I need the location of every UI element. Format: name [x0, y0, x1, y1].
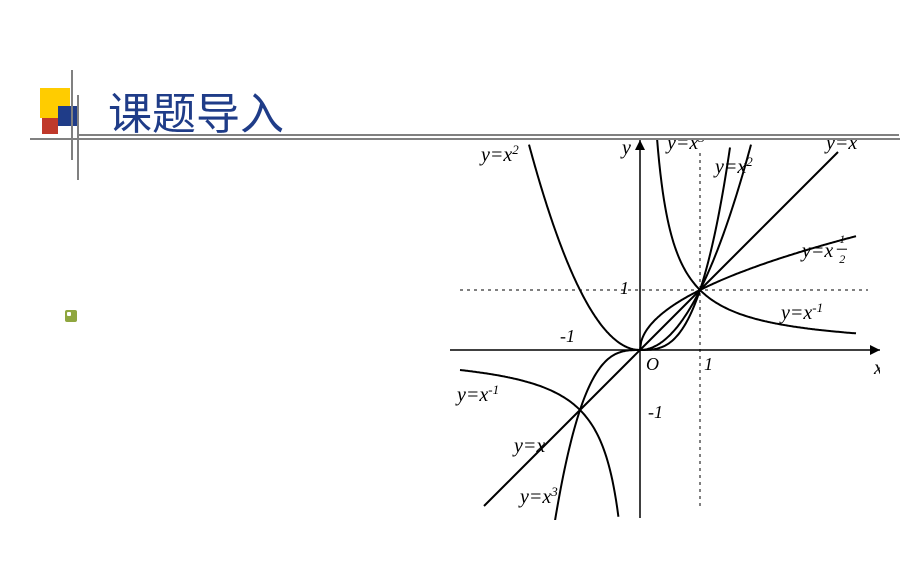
- decor-square-blue: [58, 106, 78, 126]
- bullet-icon: [65, 310, 77, 322]
- slide-header: 课题导入: [0, 70, 920, 150]
- svg-text:y=x-1: y=x-1: [779, 299, 823, 324]
- svg-text:y=x: y=x: [512, 435, 545, 457]
- decor-square-red: [42, 118, 58, 134]
- svg-text:1: 1: [704, 354, 713, 374]
- svg-text:y=x-1: y=x-1: [455, 382, 499, 407]
- svg-text:1: 1: [620, 278, 629, 298]
- svg-text:y=x: y=x: [824, 140, 857, 154]
- svg-text:y=x: y=x: [800, 240, 833, 262]
- svg-text:2: 2: [839, 252, 845, 266]
- svg-text:y=x2: y=x2: [479, 142, 519, 167]
- power-functions-graph: 1 -1 1 -1 x y Oy=x y=x2 y=x3 y=x2 y=x 1 2 y=x-1 y=x-1 y…: [450, 140, 880, 520]
- svg-text:-1: -1: [560, 326, 575, 346]
- svg-text:1: 1: [839, 232, 845, 246]
- slide: 课题导入 1 -1 1 -1 x y Oy=x y=x2 y=x3 y=x2 y=x 1 2 y=x-1 y…: [0, 0, 920, 575]
- slide-title: 课题导入: [108, 78, 284, 142]
- svg-text:O: O: [646, 354, 659, 374]
- decor-vertical-rule-1: [71, 70, 73, 160]
- svg-text:y=x3: y=x3: [665, 140, 705, 154]
- svg-text:y=x3: y=x3: [518, 484, 558, 509]
- svg-text:-1: -1: [648, 402, 663, 422]
- svg-text:y: y: [620, 140, 631, 159]
- svg-text:y=x2: y=x2: [713, 154, 753, 179]
- svg-text:x: x: [873, 357, 880, 379]
